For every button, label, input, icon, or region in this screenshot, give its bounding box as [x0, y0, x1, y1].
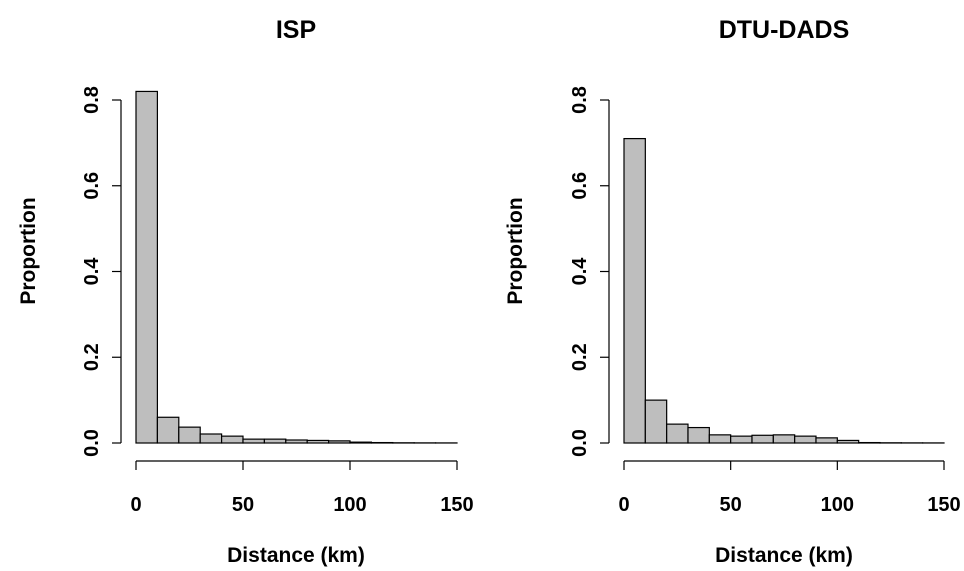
x-tick-label: 150: [440, 494, 473, 516]
y-tick-label: 0.6: [81, 172, 103, 200]
y-tick-label: 0.0: [569, 429, 591, 457]
y-tick-label: 0.6: [569, 172, 591, 200]
x-tick-label: 0: [130, 494, 141, 516]
y-tick-label: 0.2: [569, 343, 591, 371]
histogram-bar: [263, 438, 287, 444]
chart-title: DTU-DADS: [719, 16, 850, 44]
histogram-bar: [156, 416, 180, 444]
y-tick-label: 0.4: [569, 257, 591, 286]
x-tick-label: 50: [720, 494, 742, 516]
histogram-bar: [199, 433, 223, 444]
histogram-bar: [306, 439, 330, 444]
histogram-bar: [772, 434, 796, 444]
histogram-panel-isp: ISP Distance (km) Proportion 0 50 100 150 0…: [17, 16, 474, 567]
bars: [623, 137, 945, 444]
histogram-bar: [751, 434, 774, 444]
x-axis-label: Distance (km): [227, 544, 365, 567]
histogram-panel-dtu-dads: DTU-DADS Distance (km) Proportion 0 50 100…: [504, 16, 961, 567]
y-axis: 0.0 0.2 0.4 0.6 0.8: [569, 86, 610, 457]
histogram-bar: [730, 435, 753, 444]
histogram-bar: [349, 441, 372, 444]
y-axis: 0.0 0.2 0.4 0.6 0.8: [81, 86, 122, 457]
histogram-bar: [687, 426, 710, 444]
histogram-bar: [285, 439, 308, 444]
bars: [135, 90, 458, 444]
histogram-bar: [794, 435, 817, 444]
y-tick-label: 0.8: [81, 86, 103, 114]
x-tick-label: 150: [927, 494, 960, 516]
x-tick-label: 100: [333, 494, 366, 516]
y-axis-label: Proportion: [504, 197, 527, 304]
histogram-bar: [644, 399, 668, 444]
chart-title: ISP: [276, 16, 316, 44]
histogram-bar: [221, 435, 244, 444]
y-axis-label: Proportion: [17, 197, 40, 304]
y-tick-label: 0.4: [81, 257, 103, 286]
x-tick-label: 0: [618, 494, 629, 516]
histogram-bar: [815, 437, 838, 444]
y-tick-label: 0.2: [81, 343, 103, 371]
histogram-bar: [708, 434, 732, 444]
histogram-bar: [666, 423, 689, 444]
histogram-bar: [178, 426, 201, 444]
histogram-bar: [242, 438, 265, 444]
y-tick-label: 0.0: [81, 429, 103, 457]
histogram-bar: [623, 137, 646, 444]
x-tick-label: 50: [232, 494, 254, 516]
x-axis: 0 50 100 150: [618, 460, 961, 516]
histogram-bar: [836, 439, 860, 444]
x-tick-label: 100: [821, 494, 854, 516]
histogram-bar: [328, 440, 351, 444]
x-axis: 0 50 100 150: [130, 460, 474, 516]
x-axis-label: Distance (km): [715, 544, 853, 567]
y-tick-label: 0.8: [569, 86, 591, 114]
histogram-bar: [135, 90, 158, 444]
